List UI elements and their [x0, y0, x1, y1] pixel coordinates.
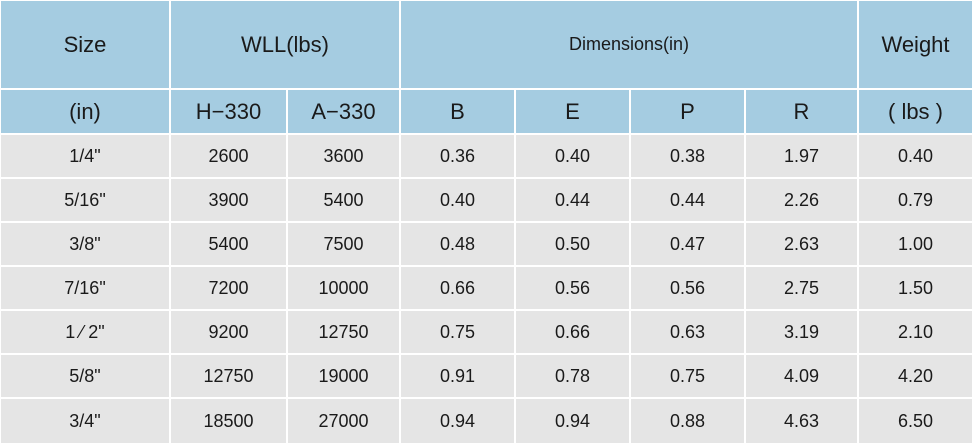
data-cell: 6.50 — [859, 399, 972, 443]
subheader-cell: P — [631, 90, 744, 133]
data-cell: 4.09 — [746, 355, 857, 397]
data-cell: 1.00 — [859, 223, 972, 265]
data-cell: 1/4" — [1, 135, 169, 177]
data-cell: 12750 — [288, 311, 399, 353]
data-cell: 0.94 — [401, 399, 514, 443]
data-cell: 3/4" — [1, 399, 169, 443]
data-cell: 19000 — [288, 355, 399, 397]
data-cell: 0.48 — [401, 223, 514, 265]
data-cell: 0.91 — [401, 355, 514, 397]
data-cell: 1 ⁄ 2" — [1, 311, 169, 353]
data-cell: 0.40 — [401, 179, 514, 221]
subheader-cell: E — [516, 90, 629, 133]
subheader-cell: A−330 — [288, 90, 399, 133]
data-cell: 5400 — [171, 223, 286, 265]
header-cell: WLL(lbs) — [171, 1, 399, 88]
data-cell: 0.75 — [401, 311, 514, 353]
data-cell: 4.20 — [859, 355, 972, 397]
data-cell: 1.97 — [746, 135, 857, 177]
data-cell: 0.63 — [631, 311, 744, 353]
data-cell: 2600 — [171, 135, 286, 177]
data-cell: 0.75 — [631, 355, 744, 397]
data-cell: 0.78 — [516, 355, 629, 397]
data-cell: 18500 — [171, 399, 286, 443]
data-cell: 0.40 — [859, 135, 972, 177]
data-cell: 3900 — [171, 179, 286, 221]
header-cell: Weight — [859, 1, 972, 88]
header-cell: Dimensions(in) — [401, 1, 857, 88]
data-cell: 2.75 — [746, 267, 857, 309]
subheader-cell: ( lbs ) — [859, 90, 972, 133]
data-cell: 9200 — [171, 311, 286, 353]
data-cell: 0.66 — [401, 267, 514, 309]
data-cell: 0.79 — [859, 179, 972, 221]
data-cell: 7/16" — [1, 267, 169, 309]
subheader-cell: R — [746, 90, 857, 133]
data-cell: 27000 — [288, 399, 399, 443]
data-cell: 0.40 — [516, 135, 629, 177]
data-cell: 7200 — [171, 267, 286, 309]
data-cell: 0.44 — [631, 179, 744, 221]
data-cell: 0.38 — [631, 135, 744, 177]
data-cell: 0.94 — [516, 399, 629, 443]
data-cell: 12750 — [171, 355, 286, 397]
subheader-cell: (in) — [1, 90, 169, 133]
data-cell: 0.56 — [516, 267, 629, 309]
data-cell: 5400 — [288, 179, 399, 221]
data-cell: 3.19 — [746, 311, 857, 353]
data-cell: 5/16" — [1, 179, 169, 221]
data-cell: 4.63 — [746, 399, 857, 443]
data-cell: 5/8" — [1, 355, 169, 397]
data-cell: 3600 — [288, 135, 399, 177]
data-cell: 2.63 — [746, 223, 857, 265]
data-cell: 2.10 — [859, 311, 972, 353]
header-cell: Size — [1, 1, 169, 88]
data-cell: 1.50 — [859, 267, 972, 309]
data-cell: 0.47 — [631, 223, 744, 265]
data-cell: 0.66 — [516, 311, 629, 353]
data-cell: 0.44 — [516, 179, 629, 221]
subheader-cell: B — [401, 90, 514, 133]
data-cell: 7500 — [288, 223, 399, 265]
subheader-cell: H−330 — [171, 90, 286, 133]
data-cell: 0.36 — [401, 135, 514, 177]
data-cell: 3/8" — [1, 223, 169, 265]
data-cell: 2.26 — [746, 179, 857, 221]
data-cell: 0.56 — [631, 267, 744, 309]
data-cell: 10000 — [288, 267, 399, 309]
data-cell: 0.50 — [516, 223, 629, 265]
data-cell: 0.88 — [631, 399, 744, 443]
